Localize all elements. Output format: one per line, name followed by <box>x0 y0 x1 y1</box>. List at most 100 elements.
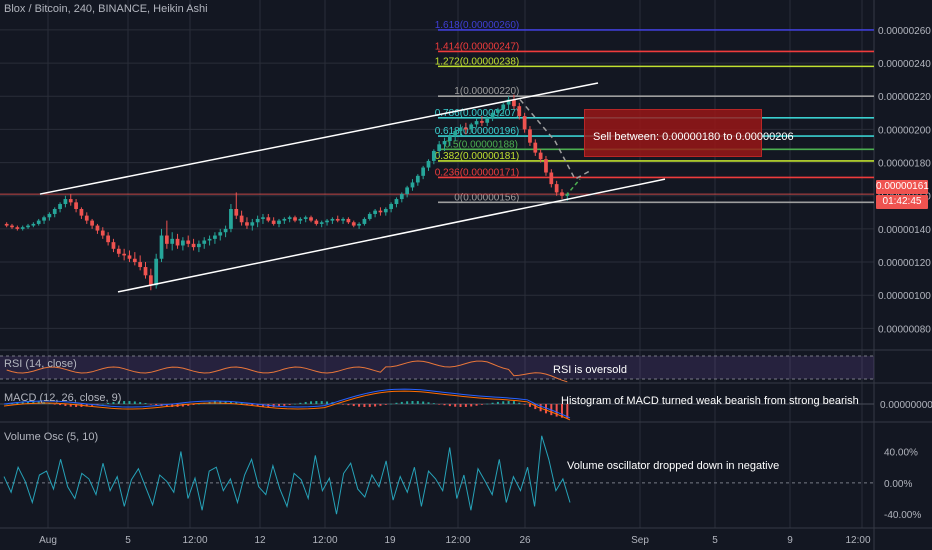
current-price-tag: 0.00000161 <box>876 180 929 194</box>
time-axis-label: 12:00 <box>312 535 337 546</box>
candle-body <box>496 109 500 113</box>
candle-body <box>560 192 564 196</box>
candle-body <box>490 112 495 118</box>
candle-body <box>4 223 9 226</box>
macd-histogram-bar <box>400 401 403 404</box>
macd-histogram-bar <box>358 404 361 407</box>
candle-body <box>282 218 287 221</box>
rsi-label: RSI (14, close) <box>4 358 77 370</box>
candle-body <box>245 222 249 226</box>
fib-level-label: 0.236(0.00000171) <box>435 167 520 178</box>
macd-histogram-bar <box>416 401 419 404</box>
candle-body <box>52 208 57 214</box>
macd-histogram-bar <box>438 404 441 405</box>
candle-body <box>234 208 239 216</box>
fib-level-label: 1(0.00000220) <box>454 86 519 97</box>
candle-body <box>442 141 447 145</box>
rsi-annotation: RSI is oversold <box>553 364 627 376</box>
sell-zone-text: Sell between: 0.00000180 to 0.00000206 <box>593 131 794 143</box>
time-axis-label: 12:00 <box>182 535 207 546</box>
macd-histogram-bar <box>534 404 537 410</box>
macd-histogram-bar <box>523 404 526 405</box>
candle-body <box>116 248 121 254</box>
time-axis-label: 26 <box>519 535 531 546</box>
candle-body <box>399 194 404 200</box>
macd-histogram-bar <box>496 401 499 404</box>
candle-body <box>10 225 14 228</box>
macd-histogram-bar <box>502 401 505 404</box>
rsi-band <box>0 356 874 379</box>
candle-body <box>357 223 361 226</box>
candle-body <box>111 242 116 249</box>
candle-body <box>405 187 410 195</box>
macd-histogram-bar <box>155 404 158 406</box>
time-axis-label: 5 <box>712 535 718 546</box>
candle-body <box>314 220 319 224</box>
candle-body <box>431 150 436 161</box>
candle-body <box>410 182 415 188</box>
fib-level-label: 0.5(0.00000188) <box>445 139 518 150</box>
macd-histogram-bar <box>277 404 280 407</box>
macd-histogram-bar <box>539 404 542 412</box>
candle-body <box>277 220 281 224</box>
macd-histogram-bar <box>85 404 88 407</box>
rsi-line <box>6 360 568 383</box>
candle-body <box>287 217 292 219</box>
candle-body <box>127 255 132 259</box>
macd-histogram-bar <box>197 403 200 405</box>
time-axis-label: 9 <box>787 535 793 546</box>
candle-body <box>293 217 297 221</box>
macd-histogram-bar <box>123 401 126 404</box>
macd-histogram-bar <box>491 402 494 404</box>
bar-countdown-tag: 01:42:45 <box>876 195 928 209</box>
candle-body <box>480 121 484 123</box>
candle-body <box>175 238 180 246</box>
macd-histogram-bar <box>69 404 72 407</box>
candle-body <box>330 218 335 221</box>
fib-level-label: 0.786(0.00000207) <box>435 108 520 119</box>
macd-histogram-bar <box>59 404 62 406</box>
macd-histogram-bar <box>219 401 222 404</box>
macd-histogram-bar <box>149 404 152 405</box>
time-axis-label: 5 <box>125 535 131 546</box>
candle-body <box>207 238 212 241</box>
fib-level-label: 1.618(0.00000260) <box>435 20 520 31</box>
candle-body <box>517 106 522 117</box>
time-axis-label: 19 <box>384 535 396 546</box>
macd-histogram-bar <box>379 404 382 406</box>
sell-zone-box[interactable]: Sell between: 0.00000180 to 0.00000206 <box>584 109 794 157</box>
macd-histogram-bar <box>229 401 232 404</box>
macd-histogram-bar <box>422 401 425 404</box>
macd-histogram-bar <box>294 403 297 405</box>
macd-label: MACD (12, 26, close, 9) <box>4 392 122 404</box>
macd-histogram-bar <box>27 401 30 404</box>
time-axis-label: 12:00 <box>445 535 470 546</box>
candle-body <box>394 199 399 205</box>
candle-body <box>421 167 426 176</box>
price-axis-label: 0.00000140 <box>878 225 931 236</box>
candle-body <box>303 217 308 219</box>
macd-histogram-bar <box>411 401 414 404</box>
candle-body <box>367 213 372 219</box>
candle-body <box>544 159 548 173</box>
candle-body <box>389 204 393 209</box>
candle-body <box>143 267 148 276</box>
macd-histogram-bar <box>352 404 355 407</box>
candle-body <box>351 222 356 226</box>
candle-body <box>362 218 367 224</box>
candle-body <box>474 121 479 125</box>
candle-body <box>271 220 276 224</box>
candle-body <box>74 202 78 209</box>
candle-body <box>138 262 143 268</box>
candle-body <box>148 275 153 286</box>
macd-histogram-bar <box>240 403 243 404</box>
macd-histogram-bar <box>133 401 136 404</box>
macd-histogram-bar <box>192 404 195 405</box>
candle-body <box>469 124 474 130</box>
macd-histogram-bar <box>32 401 35 404</box>
candle-body <box>485 117 490 123</box>
rsi-pane <box>0 355 874 383</box>
candle-body <box>341 218 345 221</box>
